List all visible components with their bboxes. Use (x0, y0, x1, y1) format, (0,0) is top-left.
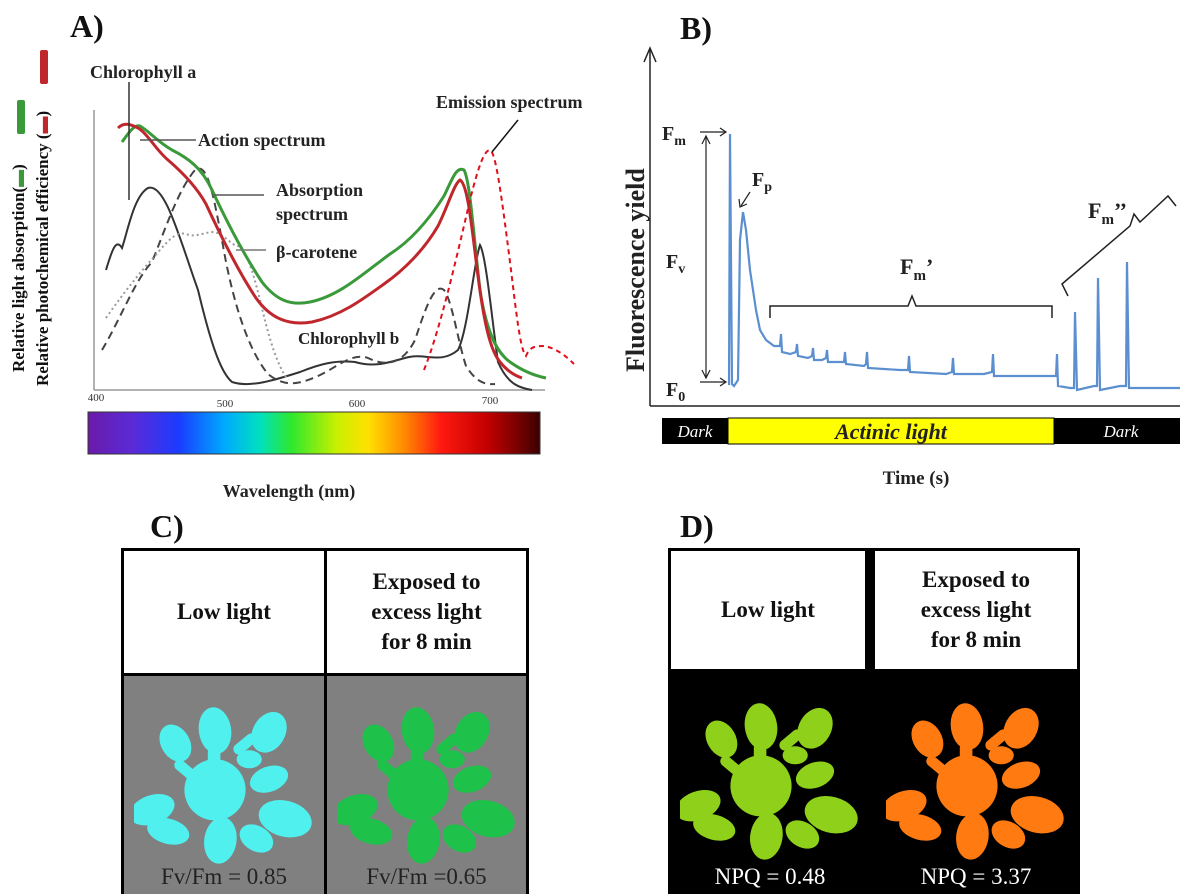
absorption-legend-marker (17, 100, 25, 134)
panel-d-right-plant (886, 701, 1066, 862)
panel-d-right-header-line2: excess light (920, 597, 1032, 623)
emission-spectrum-pointer (491, 119, 519, 153)
panel-b-letter: B) (680, 10, 712, 46)
actinic-label: Actinic light (833, 419, 948, 444)
panel-c-left-header-text: Low light (177, 599, 271, 625)
dark-bar-left (662, 418, 728, 444)
panel-d-right-image: NPQ = 3.37 (872, 672, 1080, 894)
panel-a-spectrum-plot: Relative light absorption(▬) Relative ph… (9, 50, 583, 502)
visible-spectrum-bar (87, 411, 541, 455)
panel-c-right-plant (336, 705, 517, 866)
panel-d-right-value: NPQ = 3.37 (920, 864, 1032, 889)
panel-c-right-image: Fv/Fm =0.65 (324, 676, 529, 894)
fv-label: Fv (666, 251, 685, 277)
dark-right-label: Dark (1103, 422, 1139, 441)
panel-d-grid: Low light Exposed to excess light for 8 … (668, 548, 1080, 894)
panel-d-left-plant (680, 701, 860, 862)
action-spectrum-label: Action spectrum (198, 130, 325, 150)
panel-a-y-label-2: Relative photochemical efficiency (▬) (33, 111, 52, 386)
dark-left-label: Dark (677, 422, 713, 441)
chlorophyll-b-curve (101, 167, 496, 386)
action-legend-marker (40, 50, 48, 84)
panel-c-right-header-line3: for 8 min (381, 628, 472, 654)
emission-spectrum-curve (423, 148, 575, 371)
panel-b-y-label: Fluorescence yield (621, 168, 650, 372)
panel-a-y-label-1: Relative light absorption(▬) (9, 164, 28, 372)
panel-c-left-value: Fv/Fm = 0.85 (160, 864, 288, 889)
panel-d-left-header: Low light (668, 548, 868, 672)
tick-600: 600 (349, 398, 366, 410)
actinic-light-bar (727, 417, 1055, 445)
panel-c-left-image: Fv/Fm = 0.85 (121, 676, 327, 894)
panel-b-fluorescence-plot: Fluorescence yield Fm F0 Fv Fp Fm’ Fm’’ … (621, 46, 1180, 489)
panel-d-left-value: NPQ = 0.48 (714, 864, 826, 889)
panel-d-left-header-text: Low light (721, 597, 815, 623)
fp-label: Fp (752, 169, 772, 195)
fm-double-prime-label: Fm’’ (1088, 198, 1127, 228)
svg-text:Relative photochemical efficie: Relative photochemical efficiency (▬) (33, 111, 52, 386)
emission-spectrum-label: Emission spectrum (436, 92, 583, 112)
chlorophyll-a-label: Chlorophyll a (90, 62, 196, 82)
panel-c-left-plant (134, 705, 314, 866)
panel-d-left-image: NPQ = 0.48 (668, 672, 872, 894)
chlorophyll-b-label: Chlorophyll b (298, 329, 399, 348)
panel-c-right-header-line1: Exposed to (372, 569, 481, 595)
panel-d-right-header-line1: Exposed to (922, 567, 1030, 593)
absorption-label-line1: Absorption (276, 180, 363, 200)
panel-b-y-arrow (643, 46, 657, 63)
panel-d-right-header: Exposed to excess light for 8 min (872, 548, 1080, 672)
tick-500: 500 (217, 398, 234, 410)
dark-bar-right (1054, 418, 1180, 444)
panel-c-letter: C) (150, 508, 184, 544)
fm-double-prime-brace (1061, 194, 1177, 297)
svg-text:Fluorescence yield: Fluorescence yield (621, 168, 650, 372)
tick-400: 400 (88, 392, 105, 404)
fm-label: Fm (662, 123, 686, 149)
fm-prime-brace (769, 293, 1053, 318)
fluorescence-trace (727, 133, 1180, 392)
panel-c-right-value: Fv/Fm =0.65 (366, 864, 487, 889)
fm-prime-label: Fm’ (900, 254, 933, 284)
svg-text:Relative light absorption(▬): Relative light absorption(▬) (9, 164, 28, 372)
panel-b-x-label: Time (s) (883, 468, 950, 489)
panel-c-right-header-line2: excess light (371, 599, 482, 625)
f0-label: F0 (666, 379, 685, 405)
panel-d-letter: D) (680, 508, 714, 544)
action-spectrum-curve (116, 122, 523, 380)
panel-c-right-header: Exposed to excess light for 8 min (324, 548, 529, 676)
panel-c-grid: Low light Exposed to excess light for 8 … (121, 548, 529, 894)
panel-d-right-header-line3: for 8 min (930, 626, 1022, 652)
beta-carotene-label: β-carotene (276, 242, 357, 262)
panel-c-left-header: Low light (121, 548, 327, 676)
fp-arrow (740, 191, 751, 207)
tick-700: 700 (482, 395, 499, 407)
chlorophyll-a-curve (105, 186, 533, 391)
panel-a-letter: A) (70, 8, 104, 44)
absorption-label-line2: spectrum (276, 204, 348, 224)
panel-a-x-label: Wavelength (nm) (223, 481, 356, 502)
